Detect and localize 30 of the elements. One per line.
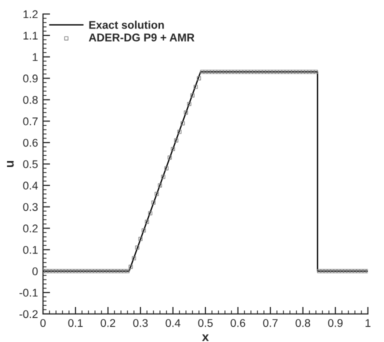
y-tick-label: 0.5 [23, 160, 38, 168]
x-tick-label: 0.6 [230, 319, 246, 327]
legend-label: ADER-DG P9 + AMR [88, 34, 194, 42]
x-tick-label: 0 [40, 319, 46, 327]
x-tick-label: 0.7 [263, 319, 278, 327]
y-tick-label: 1.1 [24, 32, 38, 40]
x-tick-label: 0.1 [68, 319, 83, 327]
y-tick-label: 0.8 [23, 96, 38, 104]
y-tick-label: -0.1 [19, 288, 38, 297]
y-axis-title: u [7, 160, 14, 168]
y-tick-label: 0.2 [23, 224, 38, 232]
y-tick-label: 0.7 [23, 117, 38, 126]
y-tick-label: 1 [32, 53, 38, 61]
y-tick-label: 0.3 [23, 203, 38, 211]
y-tick-label: 0 [32, 267, 38, 276]
legend-label: Exact solution [89, 20, 164, 29]
x-axis-title: x [202, 334, 209, 342]
x-tick-label: 0.4 [166, 319, 180, 327]
x-tick-label: 0.5 [198, 319, 213, 327]
y-tick-label: 0.1 [23, 246, 38, 254]
y-tick-label: 0.6 [23, 138, 38, 147]
y-tick-label: 0.9 [23, 74, 38, 82]
y-tick-label: 1.2 [24, 10, 38, 18]
y-tick-label: -0.2 [19, 310, 38, 318]
x-tick-label: 0.8 [296, 319, 310, 327]
x-tick-label: 0.3 [133, 319, 148, 327]
y-tick-label: 0.4 [23, 182, 38, 190]
x-tick-label: 0.2 [100, 319, 116, 327]
x-tick-label: 0.9 [328, 319, 343, 327]
x-tick-label: 1 [366, 319, 370, 327]
